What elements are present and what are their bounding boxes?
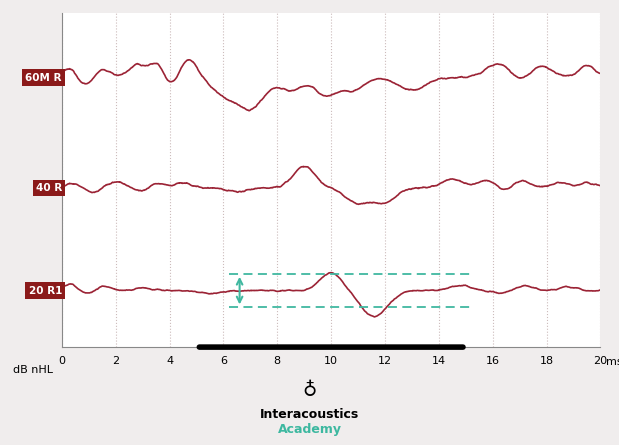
Text: 20 R1: 20 R1	[28, 286, 62, 295]
Text: 40 R: 40 R	[36, 183, 62, 193]
Text: dB nHL: dB nHL	[14, 365, 53, 376]
Text: Academy: Academy	[277, 423, 342, 436]
Text: 60M R: 60M R	[25, 73, 62, 82]
Text: ♁: ♁	[302, 381, 317, 400]
Text: ms: ms	[606, 357, 619, 367]
Text: Interacoustics: Interacoustics	[260, 408, 359, 421]
